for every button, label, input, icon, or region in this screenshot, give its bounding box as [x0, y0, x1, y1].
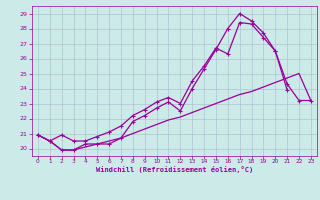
X-axis label: Windchill (Refroidissement éolien,°C): Windchill (Refroidissement éolien,°C): [96, 166, 253, 173]
